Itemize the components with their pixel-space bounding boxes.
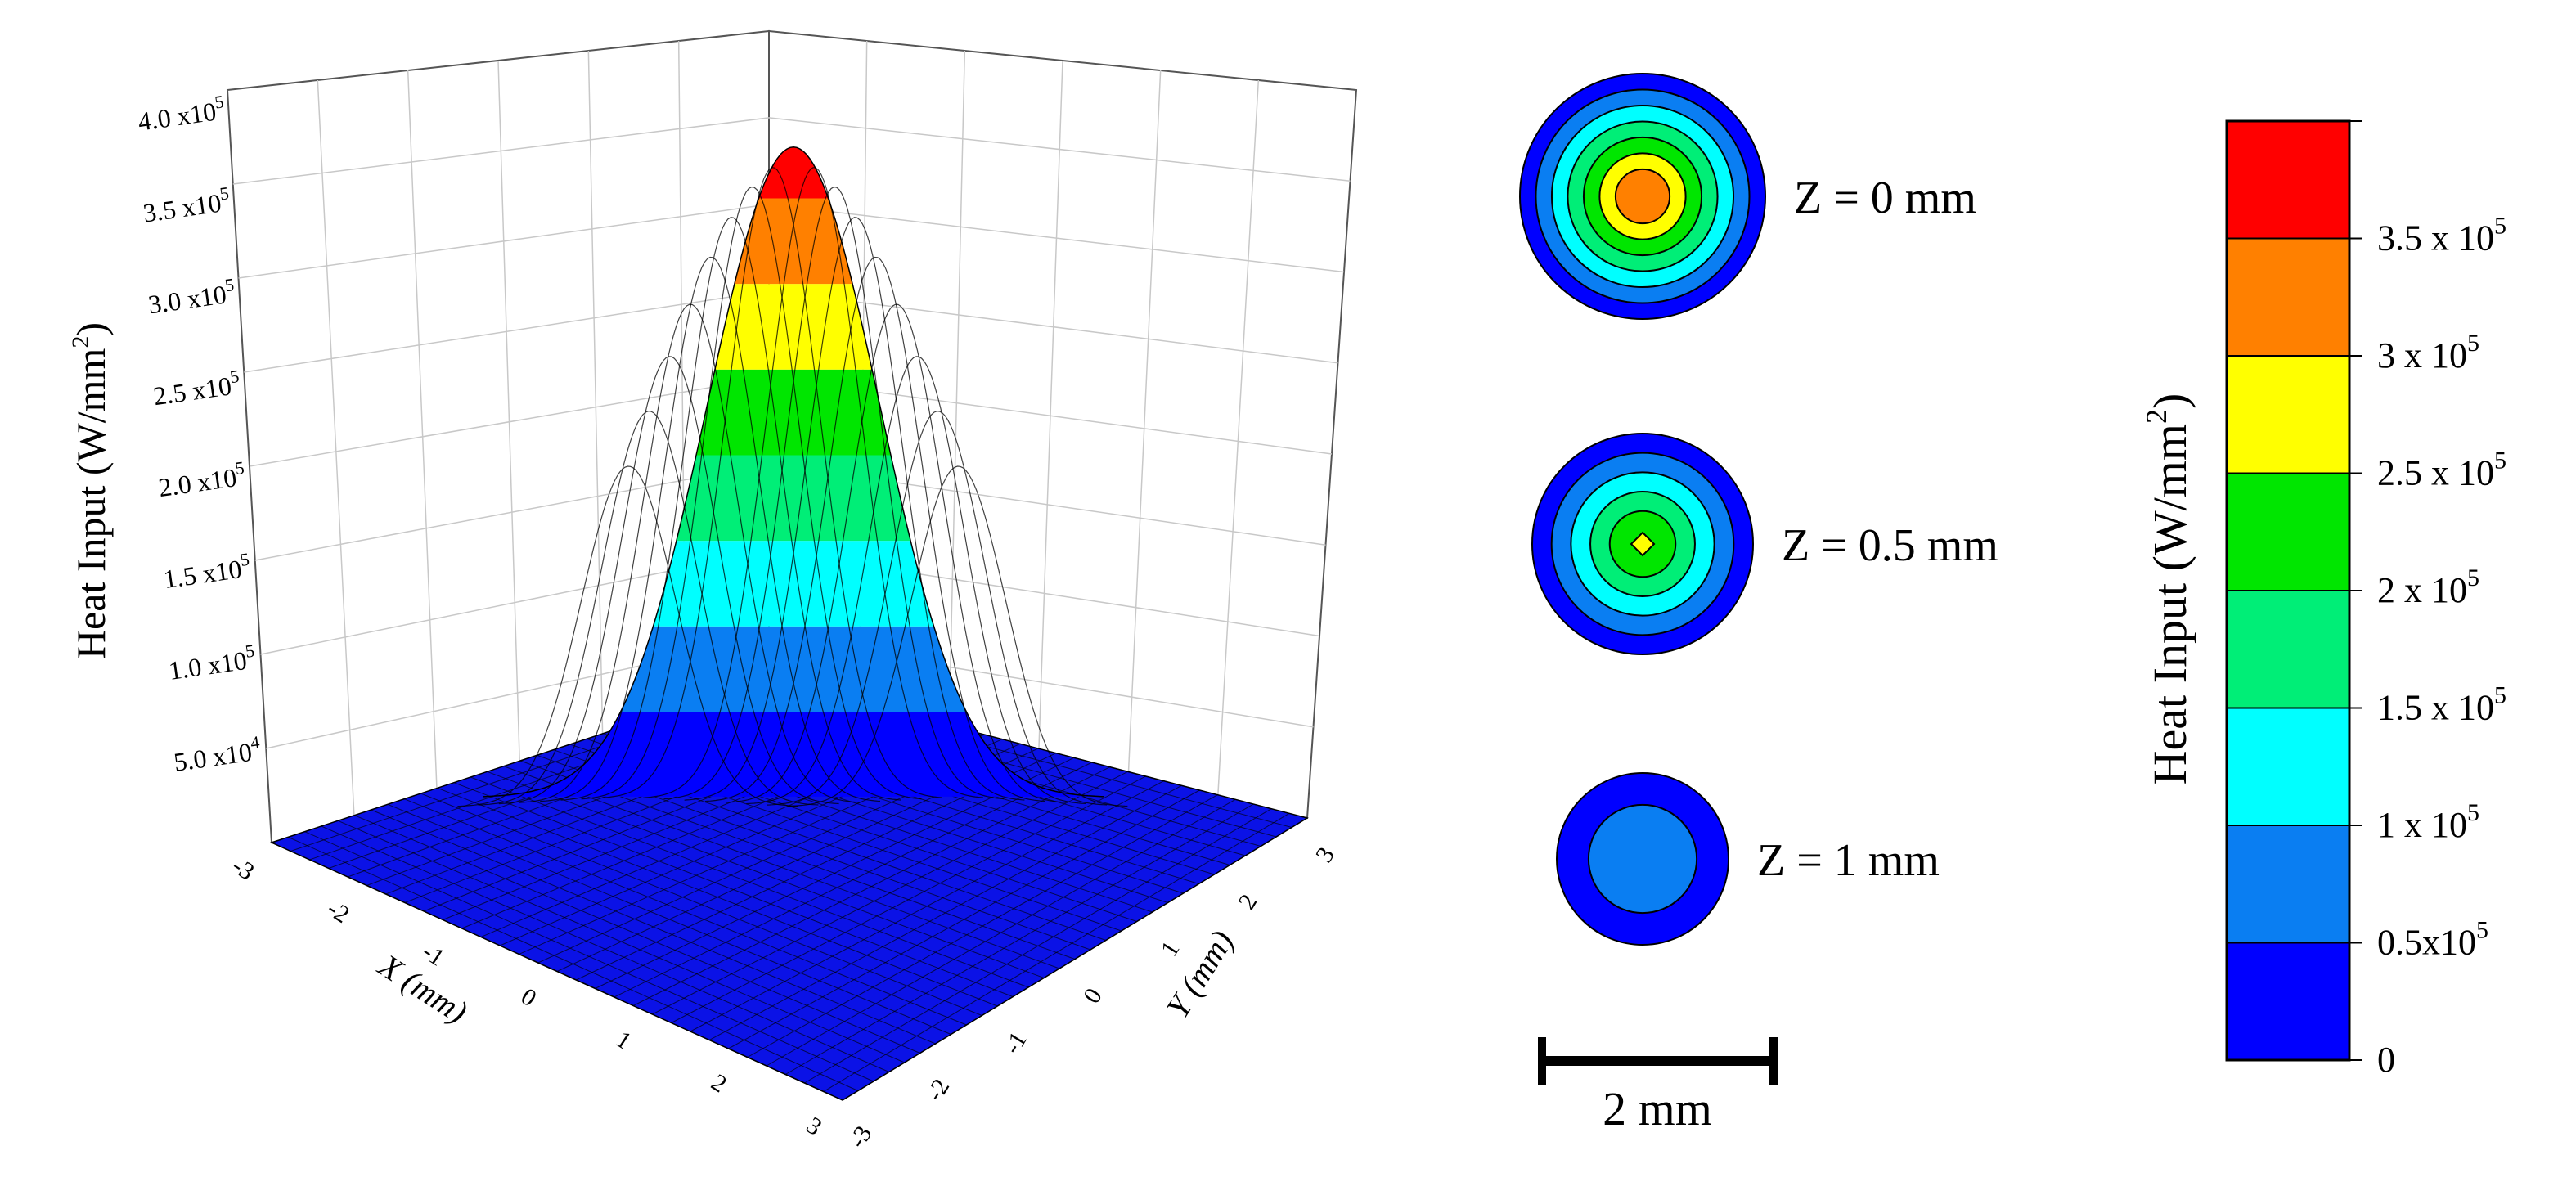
y-axis-label: Y (mm) (1159, 924, 1241, 1024)
colorbar-tick-label: 1.5 x 105 (2377, 682, 2506, 728)
surface-peak (482, 146, 1105, 798)
z-tick-label: 2.0 x105 (156, 457, 248, 502)
colorbar-band (2226, 825, 2350, 944)
z-tick-label: 3.0 x105 (146, 274, 237, 319)
colorbar-band (2226, 120, 2350, 240)
svg-text:3.0 x105: 3.0 x105 (146, 274, 237, 319)
contour-ring (1587, 803, 1698, 915)
x-tick-label: 0 (516, 983, 542, 1013)
x-tick-label: -2 (322, 895, 354, 928)
svg-text:1.0 x105: 1.0 x105 (166, 640, 258, 685)
slice-label: Z = 1 mm (1757, 835, 1940, 886)
contour-slices: Z = 0 mm Z = 0.5 mm Z = 1 mm (1519, 73, 1998, 946)
y-tick-label: -2 (921, 1074, 955, 1106)
y-tick-label: 2 (1233, 889, 1262, 914)
svg-text:5.0 x104: 5.0 x104 (171, 731, 263, 776)
contour-ring (1614, 168, 1671, 225)
colorbar-tick-label: 2 x 105 (2377, 564, 2479, 610)
colorbar-band (2226, 942, 2350, 1061)
contour-slice: Z = 0 mm (1519, 73, 1976, 320)
x-tick-label: 2 (707, 1069, 732, 1099)
y-tick-label: -1 (999, 1027, 1032, 1059)
colorbar-band (2226, 590, 2350, 709)
y-tick-label: 0 (1078, 983, 1108, 1008)
y-tick-label: 1 (1156, 937, 1185, 961)
z-axis-label: Heat Input (W/mm2) (67, 322, 114, 659)
colorbar-tick-label: 3.5 x 105 (2377, 213, 2506, 258)
x-tick-label: 1 (611, 1026, 636, 1055)
svg-text:3.5 x105: 3.5 x105 (141, 182, 232, 227)
z-tick-label: 2.5 x105 (151, 366, 242, 411)
slice-label: Z = 0.5 mm (1782, 520, 1998, 571)
y-tick-label: -3 (843, 1121, 877, 1153)
colorbar-tick-label: 0 (2377, 1040, 2395, 1080)
contour-center (1630, 531, 1656, 557)
z-tick-label: 3.5 x105 (141, 182, 232, 227)
svg-text:4.0 x105: 4.0 x105 (136, 91, 227, 136)
svg-text:2.0 x105: 2.0 x105 (156, 457, 248, 502)
svg-text:1.5 x105: 1.5 x105 (161, 549, 253, 594)
colorbar-tick-label: 2.5 x 105 (2377, 447, 2506, 493)
x-tick-label: 3 (802, 1112, 827, 1141)
surface-plot: 5.0 x104 1.0 x105 1.5 x105 2.0 x105 2.5 x105… (67, 29, 1358, 1153)
z-tick-label: 1.5 x105 (161, 549, 253, 594)
colorbar-tick-label: 1 x 105 (2377, 799, 2479, 845)
colorbar-tick-label: 3 x 105 (2377, 330, 2479, 375)
svg-text:2.5 x105: 2.5 x105 (151, 366, 242, 411)
colorbar-label: Heat Input (W/mm2) (2140, 393, 2196, 785)
surface-mesh (457, 167, 1128, 807)
scale-bar: 2 mm (1538, 1037, 1778, 1135)
y-tick-label: 3 (1310, 843, 1340, 867)
x-tick-label: -3 (227, 852, 259, 885)
colorbar-band (2226, 472, 2350, 591)
z-tick-label: 1.0 x105 (166, 640, 258, 685)
colorbar-band (2226, 355, 2350, 474)
contour-slice: Z = 0.5 mm (1531, 433, 1998, 655)
colorbar-band (2226, 237, 2350, 357)
slice-label: Z = 0 mm (1794, 173, 1976, 223)
contour-slice: Z = 1 mm (1556, 772, 1940, 946)
scale-bar-label: 2 mm (1603, 1082, 1712, 1135)
colorbar-tick-label: 0.5x105 (2377, 917, 2488, 963)
z-tick-label: 4.0 x105 (136, 91, 227, 136)
colorbar-band (2226, 707, 2350, 826)
z-tick-label: 5.0 x104 (171, 731, 263, 776)
colorbar: 0 0.5x105 1 x 105 1.5 x 105 2 x 105 2.5 x 105… (2225, 119, 2506, 1080)
